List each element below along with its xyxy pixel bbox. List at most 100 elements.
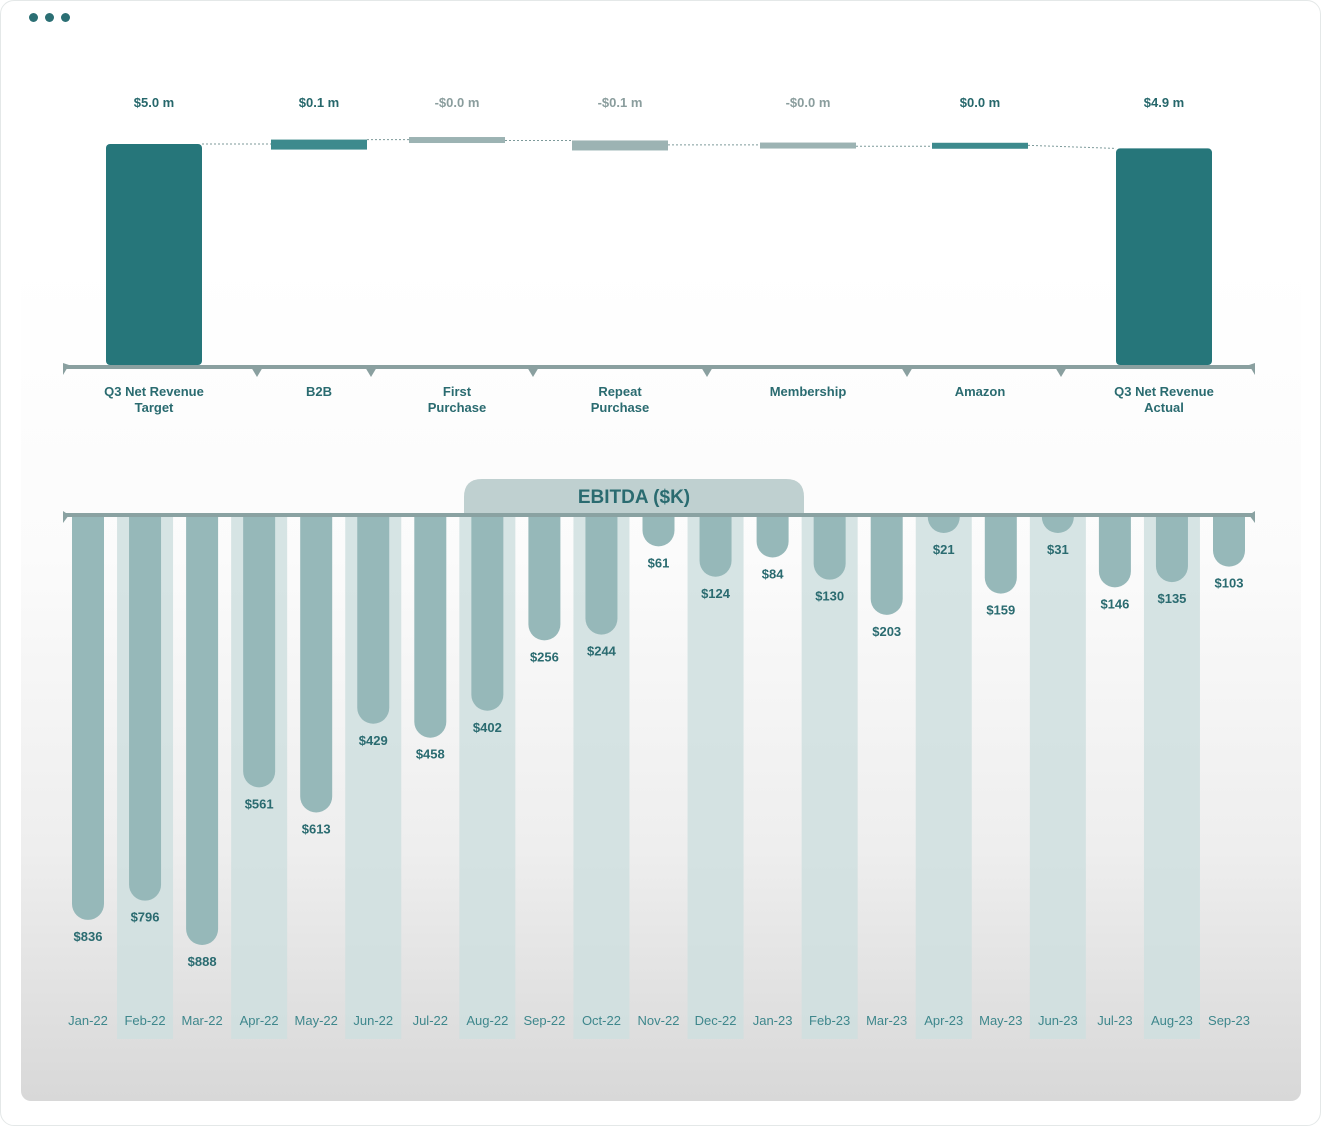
waterfall-category-label: Membership	[770, 384, 847, 399]
waterfall-bar	[409, 137, 505, 144]
waterfall-bar	[1116, 148, 1212, 365]
waterfall-category-label: Amazon	[955, 384, 1006, 399]
ebitda-month-label: May-23	[979, 1013, 1022, 1028]
ebitda-month-label: May-22	[295, 1013, 338, 1028]
waterfall-value-label: $5.0 m	[134, 95, 174, 110]
ebitda-value-label: $256	[530, 649, 559, 664]
ellipsis-dot	[29, 13, 38, 22]
ebitda-value-label: $888	[188, 954, 217, 969]
waterfall-category-label: Purchase	[428, 400, 487, 415]
ebitda-bar	[528, 517, 561, 641]
ebitda-bar	[1041, 517, 1074, 533]
ebitda-value-label: $21	[933, 542, 955, 557]
waterfall-category-label: Q3 Net Revenue	[1114, 384, 1214, 399]
waterfall-bar	[760, 142, 856, 149]
ebitda-month-label: Nov-22	[638, 1013, 680, 1028]
ebitda-bar	[357, 517, 390, 724]
ebitda-title-tab	[464, 479, 804, 513]
ebitda-bar	[186, 517, 219, 945]
ebitda-axis-end-left	[63, 511, 69, 523]
ebitda-bar	[1155, 517, 1188, 583]
waterfall-axis-end-right	[1249, 363, 1255, 375]
ebitda-bar	[471, 517, 504, 711]
ebitda-bar	[699, 517, 732, 577]
ebitda-month-label: Apr-22	[240, 1013, 279, 1028]
ellipsis-icon[interactable]	[29, 13, 70, 22]
ellipsis-dot	[45, 13, 54, 22]
ebitda-bar	[129, 517, 162, 901]
waterfall-value-label: $0.1 m	[299, 95, 339, 110]
ebitda-value-label: $836	[74, 929, 103, 944]
ebitda-month-label: Sep-22	[523, 1013, 565, 1028]
ebitda-bar	[927, 517, 960, 533]
waterfall-bar	[572, 140, 668, 151]
ebitda-value-label: $429	[359, 733, 388, 748]
ebitda-month-label: Mar-23	[866, 1013, 907, 1028]
waterfall-connector	[1027, 144, 1117, 149]
ebitda-month-label: Oct-22	[582, 1013, 621, 1028]
ebitda-value-label: $244	[587, 644, 617, 659]
ebitda-month-label: Jul-22	[413, 1013, 448, 1028]
waterfall-axis-notch	[251, 367, 263, 377]
ebitda-bar	[1213, 517, 1245, 567]
ebitda-column-band	[915, 517, 972, 1039]
ellipsis-dot	[61, 13, 70, 22]
ebitda-value-label: $561	[245, 796, 274, 811]
ebitda-month-label: Jan-23	[753, 1013, 793, 1028]
waterfall-category-label: Target	[135, 400, 174, 415]
waterfall-value-label: -$0.0 m	[786, 95, 831, 110]
ebitda-value-label: $84	[762, 566, 784, 581]
ebitda-column-band	[1029, 517, 1086, 1039]
waterfall-bar	[271, 139, 367, 150]
ebitda-value-label: $458	[416, 747, 445, 762]
ebitda-value-label: $613	[302, 821, 331, 836]
ebitda-bar	[300, 517, 333, 813]
ebitda-bar-chart: EBITDA ($K) $836 Jan-22 $796 Feb-22 $888 Mar-2…	[63, 479, 1255, 1039]
ebitda-month-label: Jul-23	[1097, 1013, 1132, 1028]
ebitda-month-label: Feb-23	[809, 1013, 850, 1028]
ebitda-value-label: $203	[872, 624, 901, 639]
ebitda-month-label: Dec-22	[695, 1013, 737, 1028]
waterfall-category-label: Actual	[1144, 400, 1184, 415]
ebitda-column-band	[801, 517, 858, 1039]
waterfall-axis-notch	[1055, 367, 1067, 377]
ebitda-bar	[585, 517, 618, 635]
ebitda-value-label: $103	[1215, 576, 1244, 591]
ebitda-month-label: Jan-22	[68, 1013, 108, 1028]
ebitda-value-label: $159	[986, 603, 1015, 618]
ebitda-value-label: $796	[131, 910, 160, 925]
waterfall-category-label: Purchase	[591, 400, 650, 415]
ebitda-value-label: $61	[648, 555, 670, 570]
ebitda-bar	[243, 517, 276, 788]
waterfall-axis-notch	[701, 367, 713, 377]
ebitda-value-label: $402	[473, 720, 502, 735]
ebitda-value-label: $124	[701, 586, 731, 601]
ebitda-month-label: Jun-22	[353, 1013, 393, 1028]
ebitda-month-label: Jun-23	[1038, 1013, 1078, 1028]
waterfall-category-label: First	[443, 384, 472, 399]
waterfall-axis-notch	[901, 367, 913, 377]
ebitda-bar	[984, 517, 1017, 594]
waterfall-category-label: Q3 Net Revenue	[104, 384, 204, 399]
waterfall-axis-notch	[527, 367, 539, 377]
ebitda-column-band	[1143, 517, 1200, 1039]
ebitda-value-label: $146	[1100, 596, 1129, 611]
ebitda-value-label: $135	[1157, 591, 1186, 606]
ebitda-month-label: Aug-22	[466, 1013, 508, 1028]
ebitda-month-label: Apr-23	[924, 1013, 963, 1028]
ebitda-bar	[72, 517, 104, 920]
waterfall-bar	[932, 142, 1028, 149]
ebitda-bar	[642, 517, 675, 547]
ebitda-bar	[414, 517, 447, 738]
waterfall-bar	[106, 144, 202, 365]
waterfall-axis-notch	[365, 367, 377, 377]
ebitda-value-label: $130	[815, 589, 844, 604]
ebitda-month-label: Mar-22	[182, 1013, 223, 1028]
ebitda-bar	[870, 517, 903, 615]
ebitda-month-label: Aug-23	[1151, 1013, 1193, 1028]
ebitda-bar	[813, 517, 846, 580]
ebitda-bar	[756, 517, 789, 558]
ebitda-month-label: Feb-22	[124, 1013, 165, 1028]
waterfall-value-label: $0.0 m	[960, 95, 1000, 110]
